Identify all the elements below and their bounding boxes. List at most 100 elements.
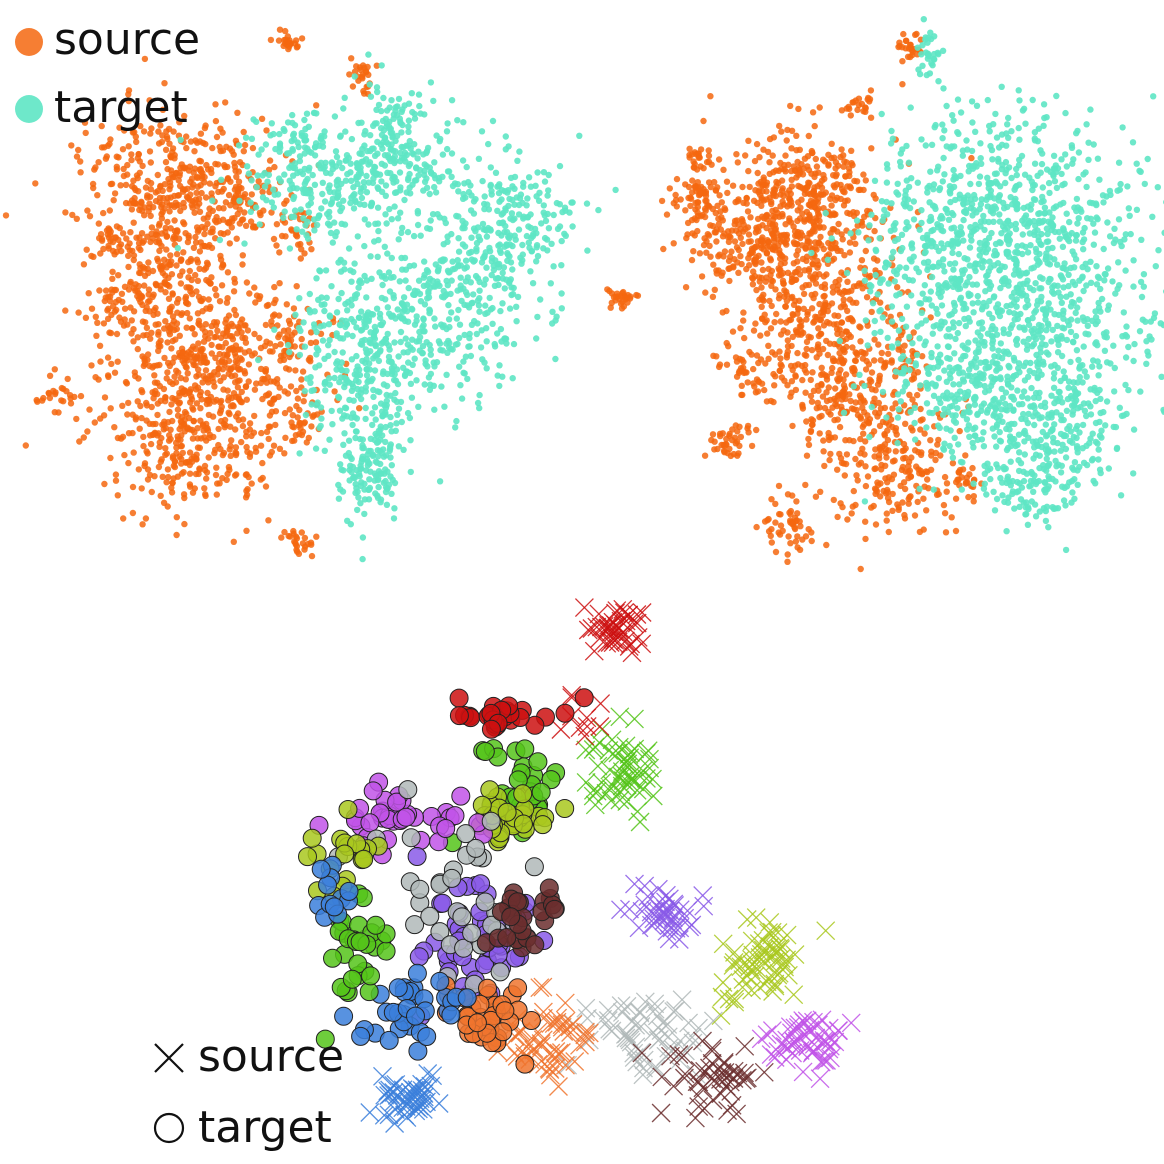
target-point <box>391 339 398 346</box>
target-point <box>461 331 468 339</box>
source-point <box>276 249 283 256</box>
target-point <box>1144 155 1151 163</box>
source-point <box>204 220 211 228</box>
source-point <box>190 361 197 369</box>
source-point <box>223 316 230 323</box>
target-point <box>576 132 583 139</box>
source-point <box>911 447 919 454</box>
target-point <box>296 351 304 359</box>
source-point <box>211 383 218 390</box>
source-point <box>856 323 863 330</box>
source-point <box>277 357 284 364</box>
source-point <box>110 303 117 310</box>
target-point <box>447 290 454 298</box>
source-point <box>741 334 748 342</box>
source-point <box>805 441 813 449</box>
target-point <box>474 224 482 231</box>
source-point <box>245 378 252 385</box>
source-point <box>715 363 723 371</box>
target-point <box>365 51 372 58</box>
source-point <box>186 470 194 477</box>
target-point <box>525 174 533 181</box>
target-point <box>426 306 433 313</box>
source-point <box>859 404 866 411</box>
target-point <box>337 321 344 329</box>
target-point <box>363 349 370 356</box>
source-point <box>813 163 821 170</box>
target-point <box>980 212 987 220</box>
target-point <box>373 106 380 114</box>
source-point <box>836 289 843 296</box>
target-point <box>177 136 184 144</box>
target-point <box>410 232 418 240</box>
target-point <box>430 97 437 105</box>
source-point <box>202 194 210 201</box>
source-point <box>850 283 858 290</box>
target-point <box>457 262 464 269</box>
target-point <box>1073 195 1081 203</box>
source-point <box>137 203 144 210</box>
target-point <box>358 194 366 202</box>
target-point <box>379 319 387 326</box>
source-point <box>702 289 709 296</box>
source-point <box>180 219 187 226</box>
target-point <box>387 454 394 461</box>
source-point <box>162 318 169 325</box>
target-point <box>367 132 374 139</box>
target-point <box>435 264 442 271</box>
source-point <box>744 379 751 386</box>
target-point <box>374 388 381 395</box>
source-point <box>148 224 156 231</box>
source-point <box>213 464 220 471</box>
target-point <box>1122 267 1129 274</box>
target-point <box>363 172 370 180</box>
source-point <box>215 425 222 433</box>
target-point <box>540 202 547 209</box>
target-point <box>478 128 486 135</box>
source-point <box>752 320 759 327</box>
source-point <box>151 362 158 370</box>
source-point <box>701 205 709 213</box>
source-point <box>273 380 281 387</box>
source-point <box>136 261 143 268</box>
target-point <box>996 211 1003 218</box>
target-point <box>533 244 540 251</box>
target-point <box>344 307 351 314</box>
source-point <box>244 327 252 334</box>
target-point <box>462 289 470 296</box>
source-point <box>777 355 784 362</box>
source-point <box>818 412 825 420</box>
source-point <box>707 222 714 229</box>
source-point <box>259 459 266 467</box>
source-point <box>831 416 838 424</box>
target-point <box>413 377 420 384</box>
source-point <box>163 199 171 206</box>
target-point <box>318 415 325 422</box>
source-point <box>785 161 792 168</box>
source-point <box>876 422 884 430</box>
target-point <box>286 177 293 184</box>
source-point <box>313 102 320 109</box>
source-point <box>278 534 285 541</box>
source-point <box>796 297 803 304</box>
source-point <box>270 235 278 243</box>
source-point <box>965 493 972 501</box>
target-point <box>259 194 267 201</box>
target-point <box>509 290 517 298</box>
source-point <box>859 445 866 452</box>
target-point <box>272 145 279 153</box>
source-point <box>775 179 782 187</box>
source-point <box>205 454 212 461</box>
target-point <box>853 217 861 224</box>
target-point <box>966 244 974 251</box>
source-point <box>276 280 283 287</box>
source-point <box>135 466 142 473</box>
target-point <box>348 177 355 184</box>
target-point <box>444 120 451 127</box>
target-point <box>545 171 552 179</box>
target-point <box>496 181 503 188</box>
source-point <box>802 481 809 489</box>
source-point <box>132 281 139 288</box>
source-point <box>225 347 232 354</box>
source-point <box>784 203 791 210</box>
